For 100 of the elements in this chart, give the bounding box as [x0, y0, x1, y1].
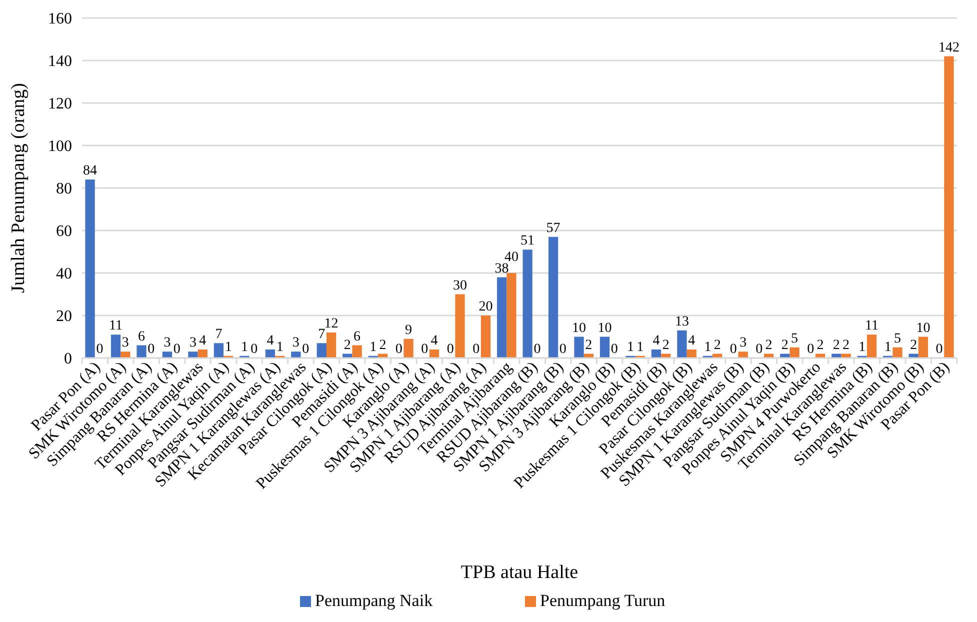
data-label: 84 — [83, 164, 98, 178]
bar — [574, 336, 584, 358]
bar — [738, 352, 748, 358]
data-label: 2 — [816, 338, 824, 353]
data-label: 3 — [189, 336, 196, 351]
data-label: 13 — [674, 314, 689, 330]
data-label: 1 — [884, 340, 892, 355]
data-label: 2 — [344, 338, 351, 353]
bar — [866, 334, 877, 358]
data-label: 5 — [894, 331, 901, 346]
y-axis-title: Jumlah Penumpang (orang) — [8, 82, 29, 294]
bar — [136, 345, 146, 358]
data-label: 1 — [704, 340, 712, 355]
data-label: 11 — [865, 318, 878, 334]
data-label: 2 — [781, 338, 788, 353]
bar — [506, 273, 516, 358]
data-label: 4 — [652, 334, 660, 348]
legend-label: Penumpang Turun — [540, 591, 666, 610]
data-label: 10 — [916, 320, 930, 336]
bar — [188, 352, 198, 358]
data-label: 0 — [610, 342, 618, 357]
data-label: 4 — [266, 334, 274, 348]
data-label: 7 — [215, 327, 222, 342]
y-tick-label: 100 — [48, 138, 72, 156]
data-label: 20 — [478, 300, 493, 314]
bar — [291, 352, 301, 358]
data-label: 30 — [452, 278, 467, 294]
data-label: 6 — [138, 329, 146, 344]
data-label: 0 — [559, 342, 566, 357]
bar — [120, 352, 130, 358]
data-label: 1 — [626, 340, 634, 355]
data-label: 0 — [148, 342, 155, 357]
y-tick-label: 20 — [56, 308, 72, 326]
y-tick-label: 0 — [64, 350, 72, 368]
data-label: 3 — [122, 336, 129, 351]
data-label: 0 — [173, 342, 180, 357]
data-label: 51 — [520, 234, 535, 249]
data-label: 3 — [740, 336, 747, 351]
data-label: 0 — [730, 342, 737, 357]
y-tick-label: 60 — [56, 223, 72, 240]
y-tick-label: 80 — [56, 180, 72, 198]
data-label: 0 — [250, 342, 258, 357]
data-label: 10 — [598, 320, 612, 336]
data-label: 142 — [938, 40, 960, 56]
bar — [110, 334, 121, 358]
data-label: 9 — [405, 322, 412, 338]
bar — [480, 316, 491, 358]
data-label: 0 — [756, 342, 763, 357]
data-label: 2 — [714, 338, 721, 353]
bar — [265, 350, 276, 358]
bar — [892, 347, 902, 358]
legend-label: Penumpang Naik — [315, 591, 434, 610]
bar — [162, 352, 172, 358]
data-label: 1 — [370, 340, 377, 355]
data-label: 2 — [662, 338, 670, 353]
bar — [326, 332, 336, 358]
data-label: 2 — [765, 338, 772, 353]
bar — [198, 350, 208, 358]
y-tick-label: 40 — [56, 266, 72, 283]
y-tick-label: 140 — [48, 53, 72, 70]
bar — [918, 336, 928, 358]
data-label: 6 — [354, 329, 361, 344]
bar — [677, 330, 687, 358]
bar — [944, 56, 954, 358]
data-label: 0 — [395, 342, 402, 357]
bar — [496, 277, 507, 358]
bar — [352, 345, 362, 358]
data-label: 2 — [585, 338, 592, 353]
data-label: 4 — [199, 334, 206, 348]
data-label: 0 — [534, 342, 541, 357]
data-label: 2 — [910, 338, 918, 353]
data-label: 12 — [324, 316, 338, 332]
bar — [548, 236, 558, 358]
data-label: 11 — [109, 318, 123, 334]
data-label: 0 — [421, 342, 428, 357]
data-label: 1 — [858, 340, 866, 355]
bar — [316, 343, 326, 358]
data-label: 2 — [379, 338, 386, 353]
data-label: 3 — [292, 336, 300, 351]
data-label: 38 — [494, 261, 509, 276]
data-label: 10 — [572, 320, 586, 336]
data-label: 1 — [240, 340, 248, 355]
bar — [686, 350, 696, 358]
data-label: 2 — [842, 338, 850, 353]
data-label: 7 — [318, 327, 326, 342]
data-label: 4 — [688, 334, 696, 348]
data-label: 2 — [832, 338, 840, 353]
bar — [455, 294, 465, 358]
data-label: 1 — [224, 340, 232, 355]
data-label: 1 — [636, 340, 644, 355]
data-label: 0 — [446, 342, 454, 357]
y-tick-label: 160 — [48, 10, 72, 28]
data-label: 0 — [96, 342, 104, 357]
data-label: 5 — [791, 331, 798, 346]
bar — [790, 347, 800, 358]
bar — [429, 350, 440, 358]
data-label: 1 — [276, 340, 284, 355]
bar — [404, 338, 414, 358]
data-label: 57 — [546, 220, 560, 236]
bar — [214, 343, 224, 358]
